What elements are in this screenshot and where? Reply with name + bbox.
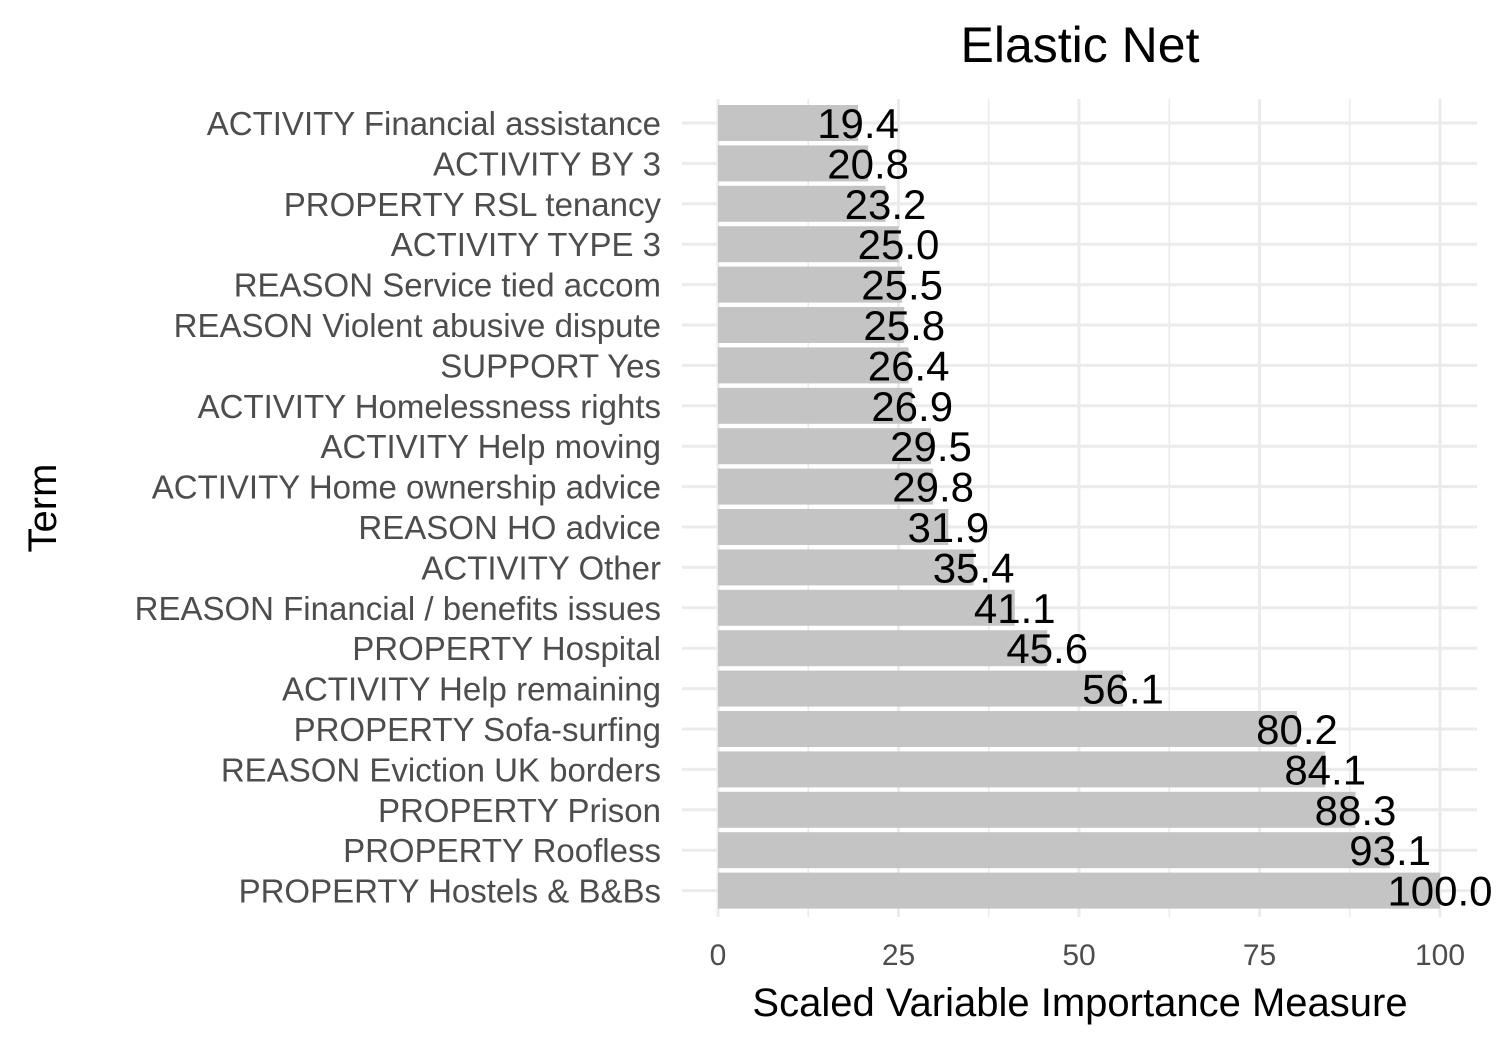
y-tick-label: ACTIVITY BY 3 <box>433 145 661 182</box>
bar-value-label: 23.2 <box>845 181 927 228</box>
bar <box>718 711 1298 747</box>
bar <box>718 509 949 545</box>
x-tick-label: 75 <box>1243 939 1276 972</box>
bar-value-label: 19.4 <box>817 100 899 147</box>
bar-value-label: 80.2 <box>1256 706 1338 753</box>
y-tick-label: ACTIVITY Financial assistance <box>207 105 661 142</box>
bar-value-label: 31.9 <box>907 504 989 551</box>
y-tick-label: PROPERTY Hostels & B&Bs <box>239 873 661 910</box>
bar <box>718 387 913 424</box>
y-tick-label: ACTIVITY Help moving <box>320 428 661 465</box>
bar-value-label: 35.4 <box>933 544 1015 591</box>
data-labels: 19.420.823.225.025.525.826.426.929.529.8… <box>817 100 1492 915</box>
bar-value-label: 100.0 <box>1387 868 1492 915</box>
y-axis-title: Term <box>21 464 65 553</box>
bar-value-label: 45.6 <box>1006 625 1088 672</box>
bar <box>718 549 974 586</box>
y-tick-label: REASON Violent abusive dispute <box>174 307 661 344</box>
bar <box>718 105 859 141</box>
y-tick-label: PROPERTY Sofa-surfing <box>294 711 661 748</box>
bar-value-label: 88.3 <box>1315 787 1397 834</box>
y-tick-label: PROPERTY Hospital <box>352 630 661 667</box>
bar <box>718 791 1356 828</box>
bar-value-label: 84.1 <box>1284 746 1366 793</box>
bar-value-label: 56.1 <box>1082 666 1164 713</box>
y-tick-label: REASON Eviction UK borders <box>221 751 661 788</box>
bar <box>718 468 934 505</box>
x-tick-label: 25 <box>882 939 915 972</box>
bar <box>718 307 905 343</box>
bar-value-label: 29.5 <box>890 423 972 470</box>
y-tick-label: REASON HO advice <box>358 509 661 546</box>
bar <box>718 145 869 182</box>
y-tick-label: REASON Financial / benefits issues <box>135 590 661 627</box>
x-tick-label: 50 <box>1062 939 1095 972</box>
x-tick-labels: 0 25 50 75 100 <box>710 939 1465 972</box>
y-tick-label: PROPERTY Roofless <box>343 832 661 869</box>
bar <box>718 185 886 222</box>
y-tick-label: PROPERTY RSL tenancy <box>284 186 662 223</box>
bar <box>718 347 909 384</box>
bar <box>718 872 1440 909</box>
y-tick-label: ACTIVITY TYPE 3 <box>391 226 661 263</box>
bars <box>718 105 1440 909</box>
bar <box>718 832 1391 869</box>
bar <box>718 428 931 465</box>
bar-value-label: 25.5 <box>861 262 943 309</box>
y-tick-label: PROPERTY Prison <box>378 792 661 829</box>
bar-value-label: 41.1 <box>974 585 1056 632</box>
bar <box>718 670 1124 707</box>
bar <box>718 751 1326 788</box>
bar <box>718 266 903 303</box>
bar-value-label: 25.0 <box>858 221 940 268</box>
y-tick-label: ACTIVITY Other <box>421 549 661 586</box>
bar <box>718 226 899 263</box>
chart-title: Elastic Net <box>961 17 1200 73</box>
bar <box>718 630 1048 667</box>
x-tick-label: 100 <box>1415 939 1465 972</box>
bar-value-label: 20.8 <box>827 140 909 187</box>
y-tick-label: ACTIVITY Home ownership advice <box>152 469 661 506</box>
bar-value-label: 25.8 <box>863 302 945 349</box>
y-tick-label: SUPPORT Yes <box>440 347 661 384</box>
bar-value-label: 26.9 <box>871 383 953 430</box>
bar-value-label: 29.8 <box>892 464 974 511</box>
bar <box>718 589 1015 626</box>
x-tick-label: 0 <box>710 939 727 972</box>
y-tick-label: ACTIVITY Help remaining <box>282 671 661 708</box>
bar-value-label: 93.1 <box>1349 827 1431 874</box>
y-tick-label: ACTIVITY Homelessness rights <box>198 388 661 425</box>
x-axis-title: Scaled Variable Importance Measure <box>752 981 1407 1025</box>
bar-value-label: 26.4 <box>868 342 950 389</box>
y-tick-label: REASON Service tied accom <box>234 267 661 304</box>
